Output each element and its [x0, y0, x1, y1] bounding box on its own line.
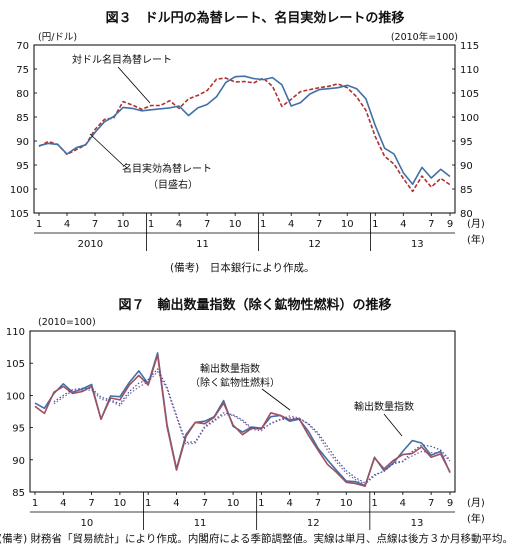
chart1-right-tick-label: 105 [460, 89, 479, 100]
chart1-right-tick-label: 90 [460, 161, 473, 172]
chart1-annotation-usd-leader [117, 66, 151, 104]
chart1-annotation-usd: 対ドル名目為替レート [72, 53, 172, 66]
chart1-xtick-label: 10 [229, 219, 242, 230]
chart1-xtick-label: 9 [447, 219, 453, 230]
chart1-left-unit: (円/ドル) [38, 32, 77, 43]
chart2-xtick-label: 7 [428, 498, 434, 509]
chart2-series-1-line [34, 353, 451, 488]
chart2-xtick-label: 4 [60, 498, 66, 509]
chart1-year-label: 11 [196, 239, 209, 250]
chart2-xtick-label: 1 [32, 498, 38, 509]
chart1-source-note: (備考) 日本銀行により作成。 [170, 262, 315, 274]
chart1-year-label: 2010 [78, 239, 103, 250]
chart1-xtick-label: 4 [288, 219, 294, 230]
chart2-series-3-line [53, 371, 451, 485]
chart2-year-label: 10 [81, 518, 94, 529]
chart2-xtick-label: 1 [258, 498, 264, 509]
chart2-xtick-label: 10 [340, 498, 353, 509]
chart1-right-tick-label: 95 [460, 137, 473, 148]
chart1-year-label: 13 [411, 239, 424, 250]
chart1-left-tick-label: 95 [16, 161, 29, 172]
chart2-xtick-label: 4 [173, 498, 179, 509]
chart2-xtick-label: 7 [88, 498, 94, 509]
chart1-xtick-label: 7 [316, 219, 322, 230]
chart2-xtick-label: 4 [400, 498, 406, 509]
chart1-xtick-label: 7 [92, 219, 98, 230]
chart1-series-1-line [38, 75, 451, 185]
chart1-plot-frame [33, 44, 456, 214]
chart2-year-label: 13 [411, 518, 424, 529]
chart1-xtick-label: 7 [204, 219, 210, 230]
chart1-month-unit: (月) [467, 218, 485, 230]
chart1-right-unit: (2010年=100) [391, 31, 458, 43]
chart1-xtick-label: 1 [36, 219, 42, 230]
chart2-plot-frame [29, 330, 456, 493]
chart1-right-tick-label: 100 [460, 113, 479, 124]
chart2-y-tick-label: 90 [12, 456, 25, 467]
chart1-xtick-label: 4 [64, 219, 70, 230]
chart1-left-tick-label: 80 [16, 89, 29, 100]
chart2-month-unit: (月) [467, 497, 485, 509]
chart2-y-tick-label: 100 [6, 391, 25, 402]
chart2-year-label: 12 [307, 518, 320, 529]
chart1-left-tick-label: 90 [16, 137, 29, 148]
chart2-xtick-label: 10 [114, 498, 127, 509]
chart2-annotation-ex-fuel-leader [261, 388, 291, 411]
chart1-right-tick-label: 115 [460, 41, 479, 52]
chart2-xtick-label: 10 [227, 498, 240, 509]
chart1-left-tick-label: 85 [16, 113, 29, 124]
chart2-annotation-total: 輸出数量指数 [354, 400, 414, 413]
chart1-left-tick-label: 100 [10, 185, 29, 196]
chart1-annotation-neer-leader [89, 133, 125, 167]
chart2-y-unit: (2010=100) [38, 317, 96, 328]
chart2-y-tick-label: 105 [6, 359, 25, 370]
chart1-left-tick-label: 70 [16, 41, 29, 52]
chart1-title: 図３ ドル円の為替レート、名目実効レートの推移 [105, 11, 405, 26]
chart2-series-2-line [53, 368, 451, 484]
chart2-xtick-label: 7 [202, 498, 208, 509]
chart1-right-tick-label: 80 [460, 209, 473, 220]
chart1-xtick-label: 7 [428, 219, 434, 230]
chart1-xtick-label: 10 [117, 219, 130, 230]
chart1-year-unit: (年) [467, 233, 485, 246]
chart2-annotation-total-leader [383, 413, 403, 437]
chart2-year-label: 11 [194, 518, 207, 529]
chart1-right-tick-label: 110 [460, 65, 479, 76]
chart1-left-tick-label: 75 [16, 65, 29, 76]
chart1-series-0-line [38, 77, 451, 193]
chart1-xtick-label: 1 [148, 219, 154, 230]
chart2-xtick-label: 9 [447, 498, 453, 509]
chart2-xtick-label: 7 [315, 498, 321, 509]
chart2-source-note: (備考) 財務省「貿易統計」により作成。内閣府による季節調整値。実線は単月、点線… [0, 533, 510, 545]
chart2-annotation-ex-fuel-sub: （除く鉱物性燃料） [190, 376, 280, 389]
chart2-y-tick-label: 95 [12, 424, 25, 435]
chart2-xtick-label: 4 [286, 498, 292, 509]
chart1-year-label: 12 [308, 239, 321, 250]
chart1-annotation-neer-sub: （目盛右） [148, 178, 198, 191]
chart1-xtick-label: 1 [372, 219, 378, 230]
chart2-xtick-label: 1 [371, 498, 377, 509]
chart2-title: 図７ 輸出数量指数（除く鉱物性燃料）の推移 [118, 298, 392, 313]
chart2-xtick-label: 1 [145, 498, 151, 509]
chart1-xtick-label: 4 [400, 219, 406, 230]
chart1-xtick-label: 1 [260, 219, 266, 230]
chart1-xtick-label: 4 [176, 219, 182, 230]
chart1-right-tick-label: 85 [460, 185, 473, 196]
chart1-annotation-neer: 名目実効為替レート [122, 162, 212, 175]
chart2-y-tick-label: 85 [12, 488, 25, 499]
chart2-year-unit: (年) [467, 512, 485, 525]
chart1-xtick-label: 10 [341, 219, 354, 230]
chart2-y-tick-label: 110 [6, 327, 25, 338]
chart1-left-tick-label: 105 [10, 209, 29, 220]
chart2-annotation-ex-fuel: 輸出数量指数 [200, 362, 260, 375]
